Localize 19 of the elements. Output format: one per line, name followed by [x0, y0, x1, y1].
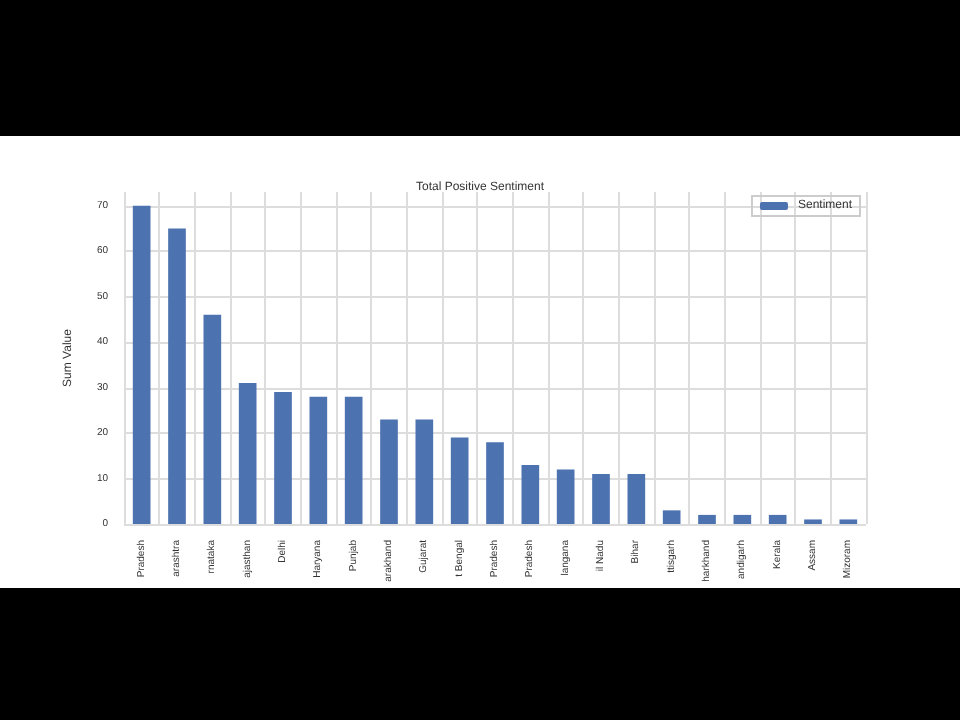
- bar: [238, 383, 257, 524]
- bar: [450, 437, 469, 524]
- bar: [486, 442, 504, 524]
- bar: [415, 419, 434, 524]
- bar: [132, 205, 151, 524]
- bar: [380, 419, 398, 524]
- bar: [698, 514, 716, 524]
- bar: [344, 396, 363, 524]
- bar: [592, 473, 610, 524]
- bar: [733, 514, 752, 524]
- bar: [274, 392, 292, 524]
- bar: [168, 228, 186, 524]
- bar: [627, 473, 646, 524]
- bar: [768, 514, 787, 524]
- bar: [203, 314, 222, 524]
- bar: [556, 469, 575, 524]
- bar: [662, 510, 681, 524]
- bar: [309, 396, 328, 524]
- bar: [521, 464, 540, 524]
